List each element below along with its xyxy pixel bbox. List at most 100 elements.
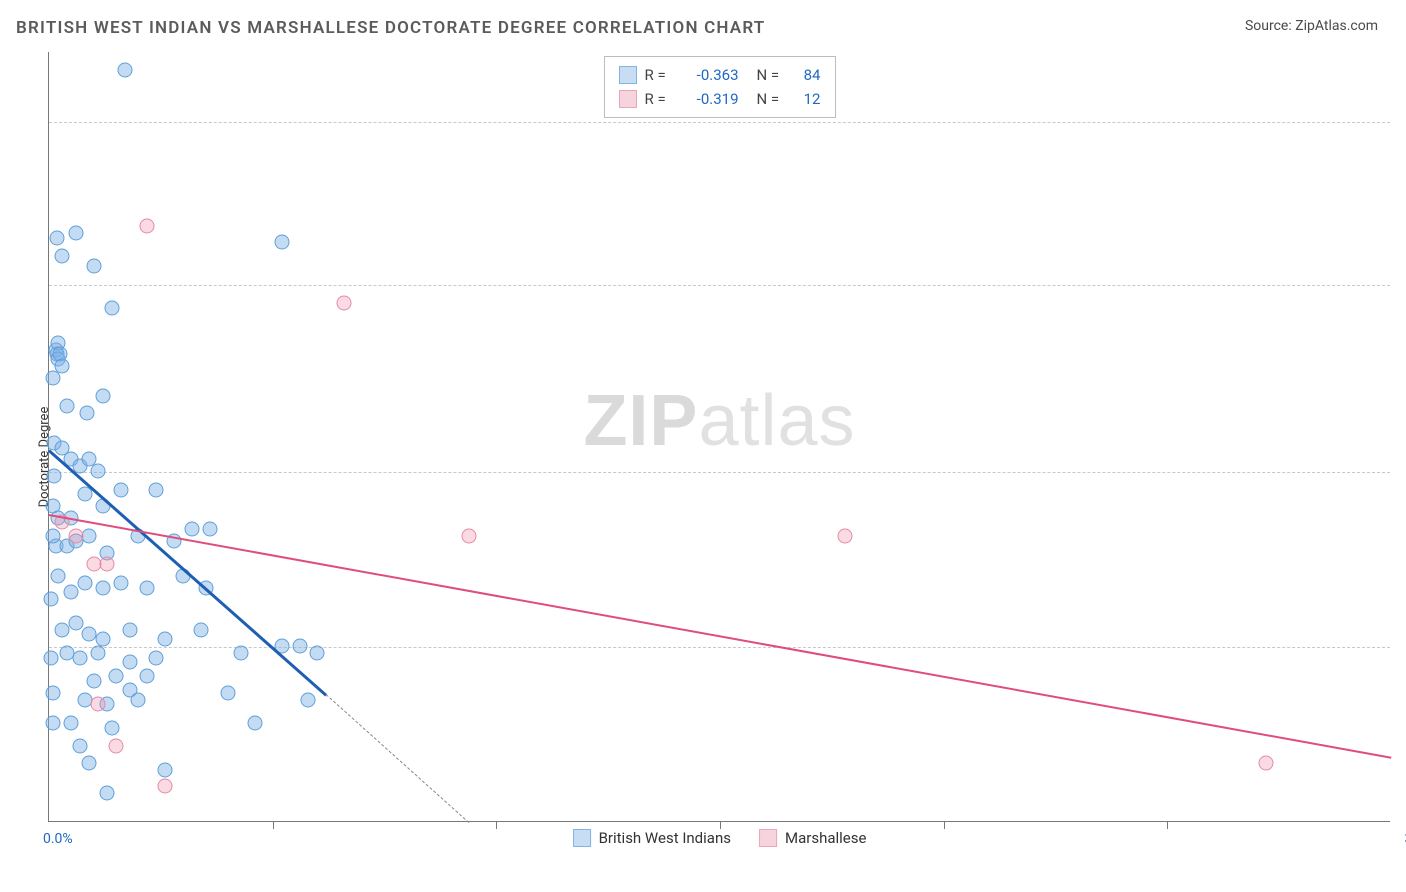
data-point	[100, 557, 115, 572]
grid-line	[49, 647, 1390, 648]
regression-line-dashed	[326, 694, 470, 823]
data-point	[158, 762, 173, 777]
data-point	[838, 529, 853, 544]
data-point	[104, 300, 119, 315]
legend-series-label: British West Indians	[599, 829, 731, 847]
data-point	[203, 522, 218, 537]
data-point	[337, 296, 352, 311]
n-label: N =	[757, 63, 785, 87]
data-point	[44, 592, 59, 607]
data-point	[80, 405, 95, 420]
data-point	[122, 655, 137, 670]
data-point	[274, 235, 289, 250]
data-point	[301, 692, 316, 707]
r-label: R =	[645, 87, 673, 111]
data-point	[55, 249, 70, 264]
x-tick	[273, 821, 274, 829]
data-point	[64, 716, 79, 731]
source-label: Source: ZipAtlas.com	[1245, 18, 1378, 34]
data-point	[68, 615, 83, 630]
data-point	[247, 716, 262, 731]
legend-stats-row: R = -0.363 N = 84	[619, 63, 821, 87]
data-point	[158, 632, 173, 647]
data-point	[77, 576, 92, 591]
data-point	[100, 786, 115, 801]
legend-stats-row: R = -0.319 N = 12	[619, 87, 821, 111]
data-point	[1258, 755, 1273, 770]
legend-swatch	[619, 66, 637, 84]
data-point	[95, 580, 110, 595]
data-point	[73, 650, 88, 665]
data-point	[82, 529, 97, 544]
regression-line	[48, 449, 327, 696]
data-point	[292, 639, 307, 654]
legend-swatch	[619, 90, 637, 108]
legend-series: British West Indians Marshallese	[573, 829, 867, 847]
data-point	[113, 576, 128, 591]
r-value: -0.363	[681, 63, 739, 87]
data-point	[82, 755, 97, 770]
data-point	[64, 585, 79, 600]
data-point	[234, 646, 249, 661]
data-point	[158, 779, 173, 794]
legend-series-item: British West Indians	[573, 829, 731, 847]
data-point	[310, 646, 325, 661]
data-point	[194, 622, 209, 637]
data-point	[140, 669, 155, 684]
grid-line	[49, 122, 1390, 123]
x-tick	[720, 821, 721, 829]
n-value: 84	[793, 63, 821, 87]
plot-area: ZIPatlas R =-0.363N =84R =-0.319N =12 Br…	[48, 52, 1390, 822]
r-value: -0.319	[681, 87, 739, 111]
data-point	[46, 529, 61, 544]
x-tick	[944, 821, 945, 829]
watermark-light: atlas	[698, 381, 855, 461]
data-point	[50, 230, 65, 245]
watermark: ZIPatlas	[583, 380, 855, 462]
data-point	[122, 622, 137, 637]
data-point	[55, 359, 70, 374]
data-point	[86, 258, 101, 273]
data-point	[86, 674, 101, 689]
chart-container: Doctorate Degree ZIPatlas R =-0.363N =84…	[16, 52, 1390, 862]
chart-title: BRITISH WEST INDIAN VS MARSHALLESE DOCTO…	[16, 18, 765, 38]
data-point	[104, 720, 119, 735]
watermark-bold: ZIP	[583, 381, 698, 461]
grid-line	[49, 285, 1390, 286]
x-tick	[496, 821, 497, 829]
grid-line	[49, 472, 1390, 473]
data-point	[73, 739, 88, 754]
data-point	[46, 685, 61, 700]
n-label: N =	[757, 87, 785, 111]
data-point	[91, 646, 106, 661]
x-tick-label: 0.0%	[43, 831, 73, 847]
legend-stats: R = -0.363 N = 84 R = -0.319 N = 12	[604, 56, 836, 118]
data-point	[59, 398, 74, 413]
data-point	[91, 464, 106, 479]
data-point	[185, 522, 200, 537]
data-point	[131, 692, 146, 707]
x-tick	[1167, 821, 1168, 829]
data-point	[149, 650, 164, 665]
legend-series-label: Marshallese	[785, 829, 866, 847]
data-point	[140, 580, 155, 595]
data-point	[220, 685, 235, 700]
data-point	[44, 650, 59, 665]
legend-series-item: Marshallese	[759, 829, 866, 847]
data-point	[140, 219, 155, 234]
n-value: 12	[793, 87, 821, 111]
data-point	[149, 482, 164, 497]
data-point	[462, 529, 477, 544]
legend-swatch	[573, 829, 591, 847]
data-point	[109, 669, 124, 684]
legend-swatch	[759, 829, 777, 847]
data-point	[91, 697, 106, 712]
r-label: R =	[645, 63, 673, 87]
data-point	[95, 389, 110, 404]
data-point	[50, 569, 65, 584]
data-point	[47, 468, 62, 483]
data-point	[46, 716, 61, 731]
data-point	[113, 482, 128, 497]
data-point	[68, 226, 83, 241]
data-point	[95, 632, 110, 647]
